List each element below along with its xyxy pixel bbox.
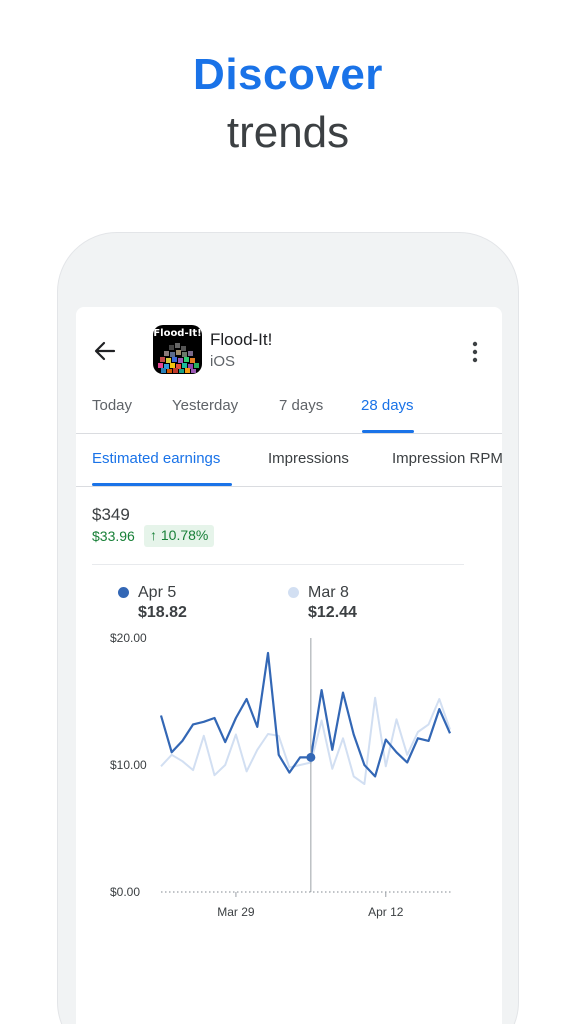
- divider: [76, 486, 502, 487]
- change-percent-badge: ↑ 10.78%: [144, 525, 215, 547]
- tab-impressions[interactable]: Impressions: [268, 450, 349, 467]
- divider: [92, 564, 464, 565]
- divider: [76, 433, 502, 434]
- more-vert-icon[interactable]: [466, 340, 484, 364]
- x-tick-label: Apr 12: [368, 905, 404, 919]
- legend-date-current: Apr 5: [138, 584, 177, 601]
- legend-date-previous: Mar 8: [308, 584, 349, 601]
- legend-dot-previous: [288, 587, 299, 598]
- y-tick-label: $10.00: [110, 758, 147, 772]
- arrow-back-icon[interactable]: [92, 336, 118, 366]
- x-tick-label: Mar 29: [217, 905, 255, 919]
- promo-title-line2: trends: [226, 108, 350, 157]
- app-icon: Flood-It!: [153, 325, 202, 374]
- tab-impression-rpm[interactable]: Impression RPM: [392, 450, 502, 467]
- total-earnings: $349: [92, 505, 130, 524]
- legend-value-current: $18.82: [138, 604, 187, 621]
- app-screen: [76, 307, 502, 1024]
- app-name: Flood-It!: [210, 330, 273, 349]
- app-icon-label: Flood-It!: [153, 328, 202, 339]
- tab-28-days[interactable]: 28 days: [361, 397, 414, 414]
- series-line-current: [159, 651, 452, 778]
- series-line-previous: [160, 696, 451, 785]
- change-amount: $33.96: [92, 528, 135, 544]
- app-platform: iOS: [210, 353, 236, 370]
- tab-estimated-earnings[interactable]: Estimated earnings: [92, 450, 221, 467]
- arrow-up-icon: ↑: [150, 527, 157, 543]
- earnings-line-chart[interactable]: $20.00 $10.00 $0.00 Mar 29 Apr 12: [100, 625, 480, 925]
- y-tick-label: $20.00: [110, 631, 147, 645]
- tab-yesterday[interactable]: Yesterday: [172, 397, 239, 414]
- metric-tab-indicator: [92, 483, 232, 486]
- tab-7-days[interactable]: 7 days: [279, 397, 324, 414]
- app-icon-pixels: [158, 343, 199, 373]
- tab-today[interactable]: Today: [92, 397, 133, 414]
- change-percent: 10.78%: [160, 527, 209, 543]
- highlight-point: [306, 752, 316, 762]
- legend-dot-current: [118, 587, 129, 598]
- legend-value-previous: $12.44: [308, 604, 357, 621]
- metric-tab-bar: Estimated earnings Impressions Impressio…: [76, 434, 502, 486]
- range-tab-indicator: [362, 430, 414, 433]
- y-tick-label: $0.00: [110, 885, 140, 899]
- promo-title-line1: Discover: [193, 50, 383, 99]
